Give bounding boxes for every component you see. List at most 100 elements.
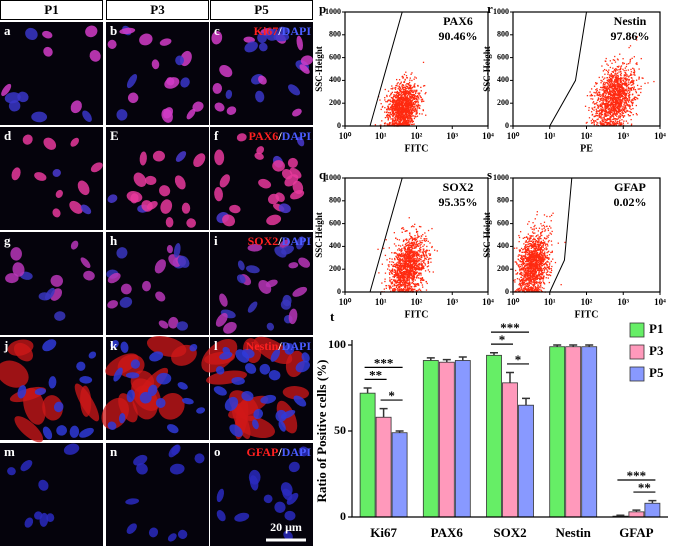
event bbox=[647, 82, 649, 84]
nucleus bbox=[296, 136, 305, 147]
event bbox=[616, 102, 619, 104]
event bbox=[404, 112, 406, 114]
event bbox=[633, 97, 635, 100]
panel-letter: o bbox=[214, 444, 221, 459]
event bbox=[538, 264, 540, 266]
event bbox=[380, 102, 382, 105]
event bbox=[410, 257, 412, 260]
nucleus bbox=[43, 137, 57, 150]
event bbox=[398, 267, 400, 269]
event bbox=[617, 107, 619, 110]
event bbox=[406, 252, 409, 255]
event bbox=[394, 118, 397, 121]
event bbox=[399, 107, 401, 109]
nucleus bbox=[10, 247, 22, 261]
event bbox=[592, 98, 594, 100]
column-header: P1 bbox=[44, 2, 58, 17]
event bbox=[399, 264, 401, 266]
event bbox=[403, 264, 405, 267]
event bbox=[393, 103, 396, 106]
event bbox=[407, 286, 409, 288]
event bbox=[535, 258, 538, 260]
cytoskeleton bbox=[0, 360, 29, 388]
nucleus bbox=[54, 311, 66, 321]
event bbox=[631, 99, 634, 101]
event bbox=[608, 81, 611, 84]
panel-letter: b bbox=[110, 23, 117, 38]
event bbox=[585, 122, 588, 124]
event bbox=[390, 287, 392, 289]
nucleus bbox=[275, 409, 287, 422]
cytoskeleton bbox=[42, 395, 63, 421]
event bbox=[426, 238, 428, 240]
event bbox=[430, 257, 432, 260]
event bbox=[634, 98, 637, 101]
event bbox=[611, 81, 613, 83]
event bbox=[393, 95, 395, 98]
event bbox=[403, 276, 405, 278]
event bbox=[613, 107, 615, 110]
event bbox=[393, 279, 395, 282]
event bbox=[397, 254, 399, 257]
event bbox=[412, 257, 414, 259]
stain-label: SOX2/DAPI bbox=[248, 234, 312, 248]
event bbox=[402, 283, 404, 285]
event bbox=[611, 90, 613, 92]
event bbox=[397, 88, 399, 90]
event bbox=[407, 285, 409, 287]
event bbox=[623, 108, 625, 110]
event bbox=[388, 114, 391, 116]
event bbox=[593, 85, 596, 87]
event bbox=[407, 250, 409, 252]
event bbox=[607, 92, 610, 94]
event bbox=[623, 62, 626, 65]
event bbox=[406, 270, 408, 272]
event bbox=[615, 101, 618, 103]
event bbox=[405, 259, 407, 261]
event bbox=[402, 104, 405, 106]
event bbox=[412, 262, 415, 264]
event bbox=[420, 267, 423, 270]
event bbox=[604, 118, 607, 121]
event bbox=[414, 283, 416, 285]
event bbox=[402, 278, 405, 280]
event bbox=[406, 121, 408, 123]
event bbox=[520, 287, 523, 289]
event bbox=[417, 96, 419, 98]
event bbox=[383, 247, 385, 250]
nucleus bbox=[219, 65, 233, 78]
event bbox=[618, 116, 621, 118]
nucleus bbox=[22, 134, 33, 145]
event bbox=[399, 260, 401, 263]
event bbox=[397, 264, 399, 266]
event bbox=[410, 100, 413, 102]
event bbox=[613, 59, 616, 61]
event bbox=[398, 275, 400, 277]
nucleus bbox=[155, 291, 166, 302]
event bbox=[409, 77, 411, 79]
event bbox=[408, 276, 410, 279]
event bbox=[384, 124, 386, 126]
event bbox=[610, 119, 612, 121]
event bbox=[602, 89, 604, 91]
event bbox=[415, 290, 417, 292]
event bbox=[615, 79, 617, 81]
event bbox=[615, 98, 617, 101]
event bbox=[632, 81, 634, 83]
event bbox=[391, 268, 394, 270]
event bbox=[407, 84, 410, 86]
event bbox=[401, 97, 404, 99]
event bbox=[415, 98, 418, 101]
event bbox=[399, 245, 402, 247]
event bbox=[622, 108, 624, 111]
event bbox=[631, 57, 633, 60]
event bbox=[410, 236, 412, 238]
event bbox=[619, 96, 621, 98]
event bbox=[394, 94, 396, 96]
event bbox=[388, 269, 391, 271]
event bbox=[615, 88, 617, 90]
event bbox=[384, 278, 386, 280]
event bbox=[409, 285, 411, 287]
event bbox=[599, 98, 602, 101]
event bbox=[609, 60, 611, 62]
